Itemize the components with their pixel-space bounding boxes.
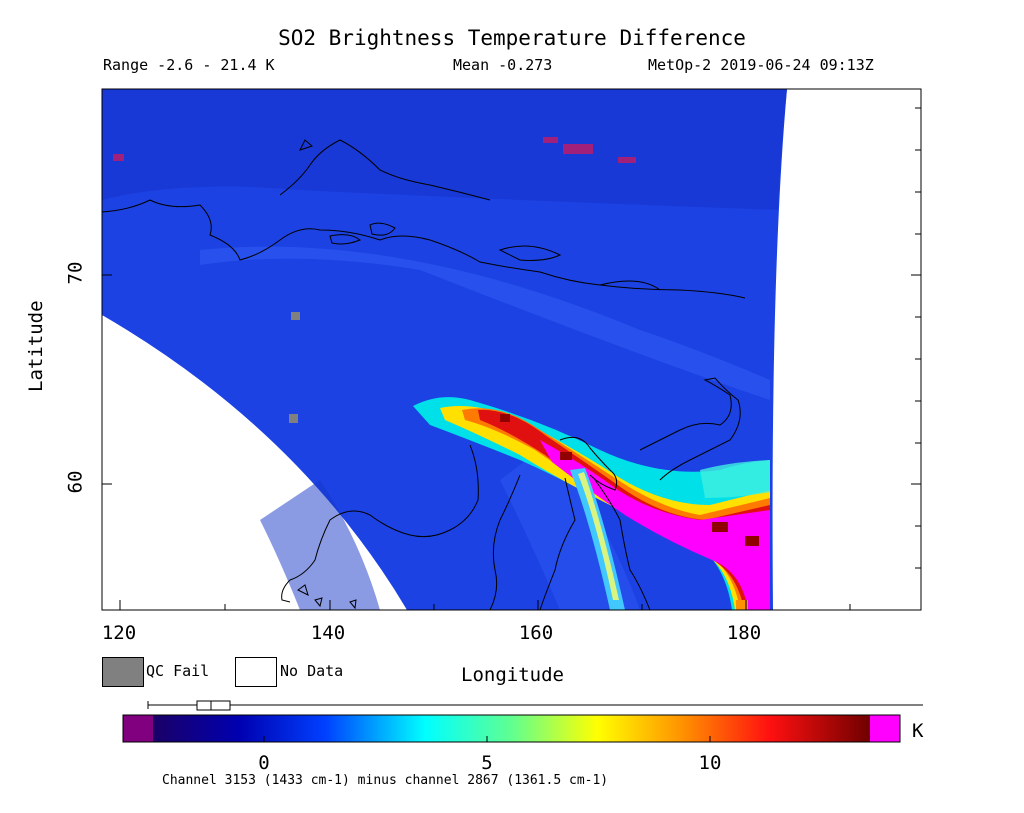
- qc-fail-pixel: [291, 312, 300, 320]
- x-tick-label: 160: [518, 622, 554, 644]
- x-tick-marks: [119, 600, 851, 610]
- colorbar: [122, 714, 901, 743]
- plot-frame: [101, 88, 922, 611]
- mean-readout: Mean -0.273: [453, 56, 553, 74]
- satellite-timestamp: MetOp-2 2019-06-24 09:13Z: [648, 56, 874, 74]
- no-data-swatch: [235, 657, 277, 687]
- low-value-pixel: [113, 154, 124, 161]
- low-value-pixel: [618, 157, 636, 163]
- range-readout: Range -2.6 - 21.4 K: [103, 56, 275, 74]
- x-tick-label: 120: [101, 622, 137, 644]
- x-axis-label: Longitude: [461, 664, 564, 686]
- x-tick-label: 180: [726, 622, 762, 644]
- y-tick-label: 70: [64, 261, 87, 285]
- colorbar-tick-label: 5: [481, 752, 493, 774]
- so2-plume: [413, 397, 770, 610]
- low-value-pixel: [563, 144, 593, 154]
- qc-fail-swatch: [102, 657, 144, 687]
- qc-fail-label: QC Fail: [146, 662, 210, 680]
- channel-footnote: Channel 3153 (1433 cm-1) minus channel 2…: [162, 773, 609, 788]
- colorbar-tick-label: 10: [698, 752, 722, 774]
- colorbar-tick-label: 0: [258, 752, 270, 774]
- colorbar-whisker-icon: [147, 700, 923, 711]
- y-axis-label: Latitude: [25, 300, 47, 392]
- plot-area: [102, 89, 921, 610]
- no-data-label: No Data: [280, 662, 344, 680]
- y-tick-label: 60: [64, 470, 87, 494]
- x-tick-label: 140: [310, 622, 346, 644]
- coastlines: [102, 139, 746, 610]
- low-value-pixel: [543, 137, 558, 143]
- y-tick-marks: [102, 107, 921, 569]
- colorbar-unit: K: [912, 720, 924, 742]
- chart-title: SO2 Brightness Temperature Difference: [278, 26, 746, 50]
- qc-fail-pixel: [289, 414, 298, 423]
